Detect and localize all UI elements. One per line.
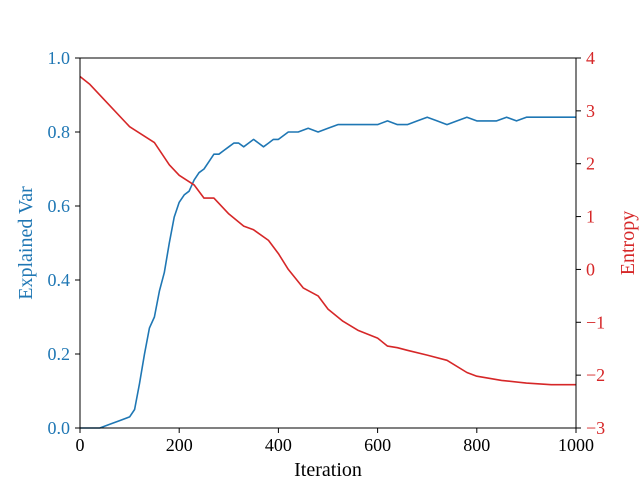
y-right-tick-label: −3: [586, 418, 605, 438]
plot-frame: [79, 57, 577, 429]
y-left-tick-label: 0.8: [48, 122, 71, 142]
y-right-tick-label: 3: [586, 101, 595, 121]
y-right-tick-label: −1: [586, 312, 605, 332]
y-left-tick-label: 0.0: [48, 418, 71, 438]
y-right-tick-label: −2: [586, 365, 605, 385]
y-right-tick-label: 1: [586, 207, 595, 227]
x-axis-label: Iteration: [294, 459, 362, 480]
y-right-tick-label: 2: [586, 154, 595, 174]
y-right-tick-label: 4: [586, 48, 595, 68]
x-tick-label: 400: [265, 435, 292, 455]
y-left-tick-label: 0.4: [48, 270, 71, 290]
y-axis-right-label: Entropy: [617, 211, 639, 275]
entropy-line: [79, 75, 576, 386]
x-tick-label: 600: [364, 435, 391, 455]
x-tick-label: 200: [166, 435, 193, 455]
y-right-tick-label: 0: [586, 259, 595, 279]
ticks-layer: 0 200 400 600 800 1000 0.0 0.2 0.4 0.6 0.8 1.0 4 3 2 1 0…: [48, 48, 606, 455]
x-tick-label: 1000: [558, 435, 594, 455]
y-left-tick-label: 0.2: [48, 344, 71, 364]
explained-var-line: [80, 116, 576, 429]
series-layer: [79, 75, 576, 429]
y-axis-left-label: Explained Var: [15, 186, 37, 300]
x-tick-label: 800: [463, 435, 490, 455]
y-left-tick-label: 1.0: [48, 48, 71, 68]
x-tick-label: 0: [76, 435, 85, 455]
y-left-tick-label: 0.6: [48, 196, 71, 216]
